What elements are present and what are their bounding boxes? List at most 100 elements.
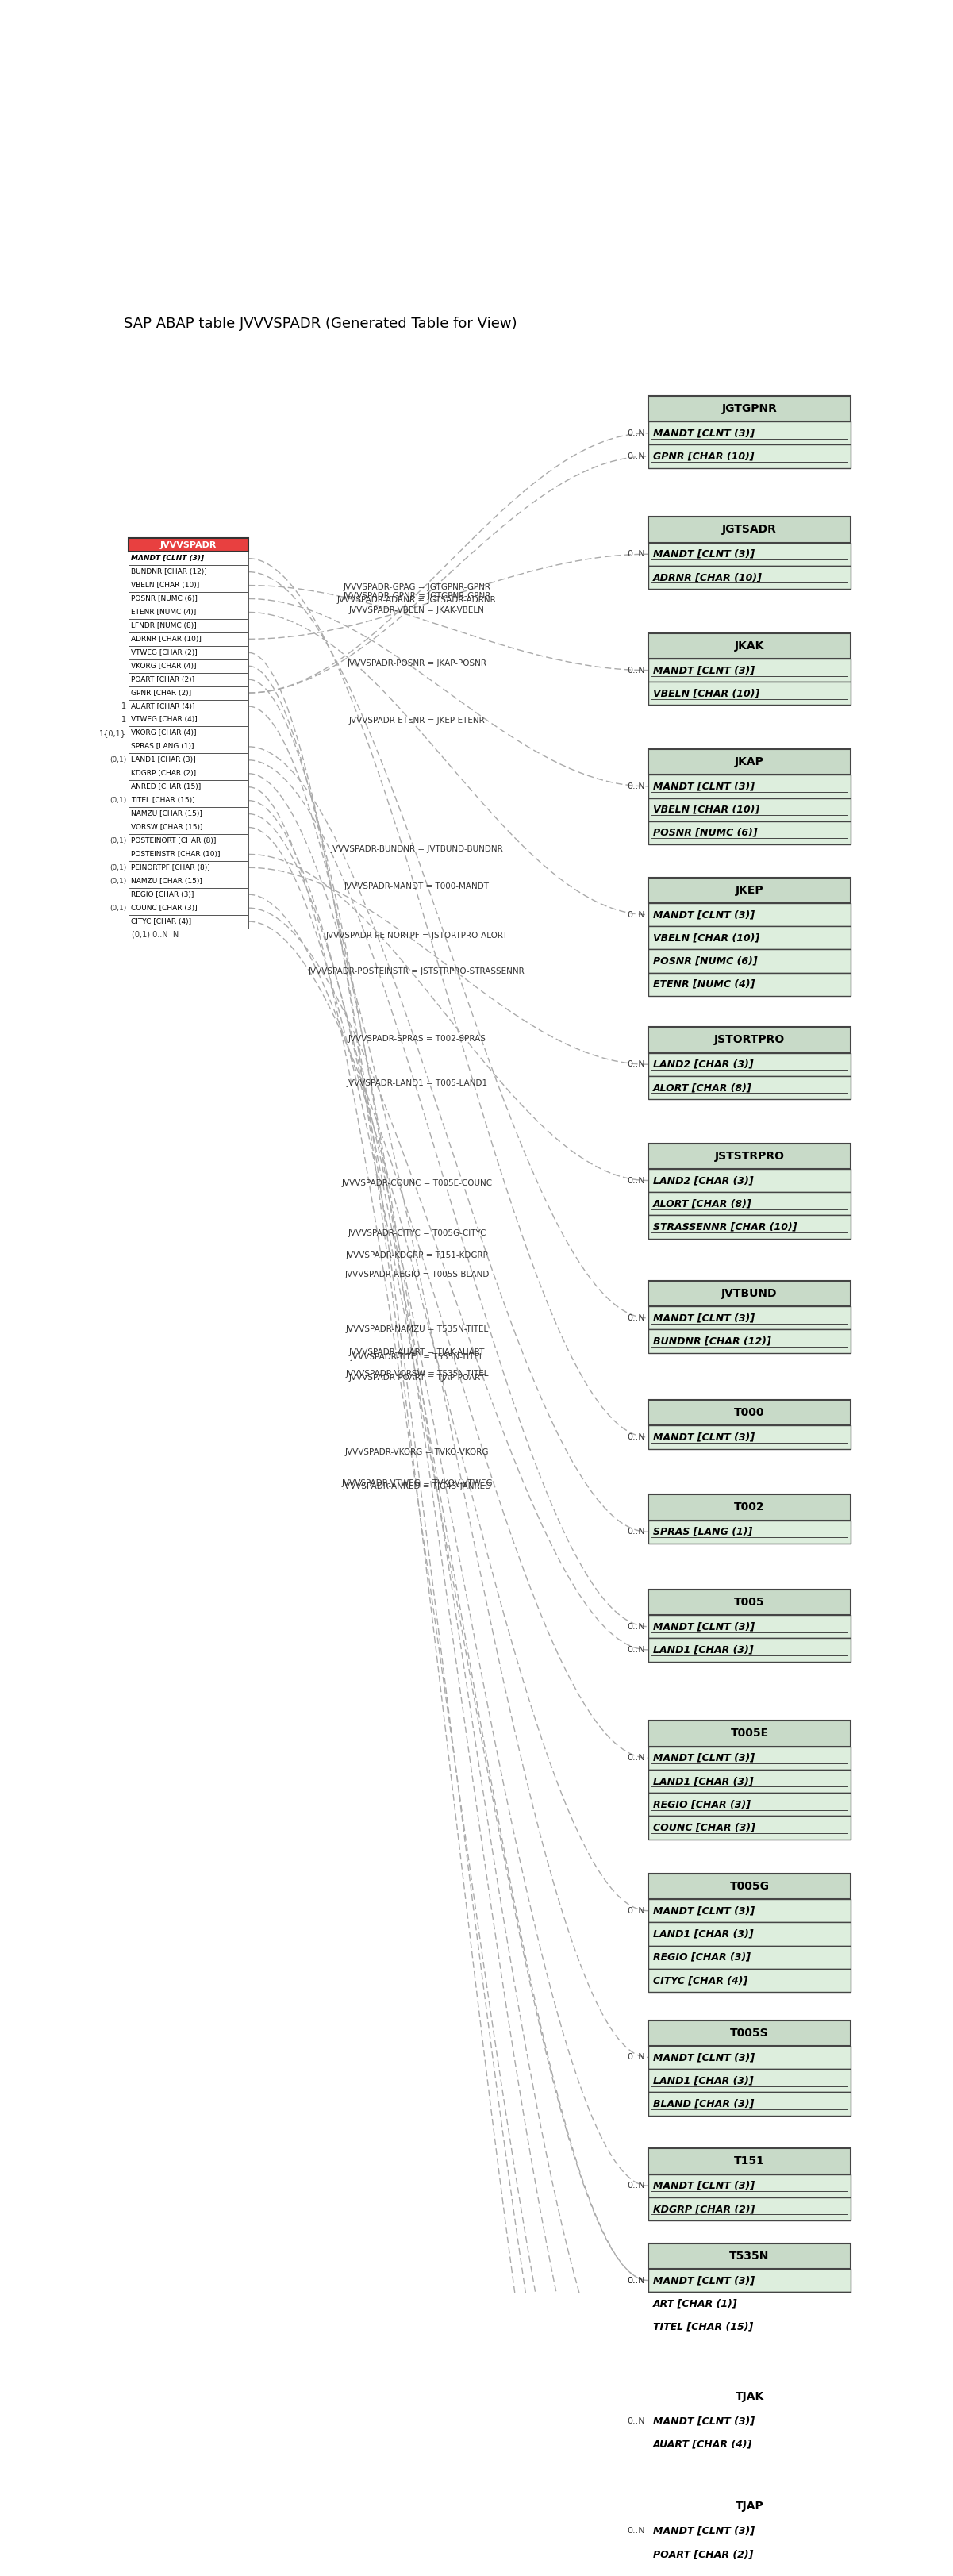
Text: LAND1 [CHAR (3)]: LAND1 [CHAR (3)] xyxy=(653,1775,754,1785)
Bar xyxy=(648,397,851,422)
Bar xyxy=(648,1399,851,1425)
Bar xyxy=(648,2244,851,2269)
Text: JVVVSPADR-MANDT = T000-MANDT: JVVVSPADR-MANDT = T000-MANDT xyxy=(344,881,490,891)
Bar xyxy=(648,1329,851,1352)
Bar xyxy=(648,1899,851,1922)
Bar xyxy=(648,1922,851,1945)
Text: ALORT [CHAR (8)]: ALORT [CHAR (8)] xyxy=(653,1082,752,1092)
Text: 0..N: 0..N xyxy=(627,667,645,675)
Text: COUNC [CHAR (3)]: COUNC [CHAR (3)] xyxy=(131,904,197,912)
Text: TITEL [CHAR (15)]: TITEL [CHAR (15)] xyxy=(131,796,194,804)
Text: 0..N: 0..N xyxy=(627,1314,645,1321)
Bar xyxy=(648,822,851,845)
Bar xyxy=(648,1721,851,1747)
Bar xyxy=(129,768,249,781)
Text: VKORG [CHAR (4)]: VKORG [CHAR (4)] xyxy=(131,662,196,670)
Text: ADRNR [CHAR (10)]: ADRNR [CHAR (10)] xyxy=(653,572,762,582)
Text: NAMZU [CHAR (15)]: NAMZU [CHAR (15)] xyxy=(131,878,202,884)
Text: JSTSTRPRO: JSTSTRPRO xyxy=(715,1151,784,1162)
Text: POSTEINSTR [CHAR (10)]: POSTEINSTR [CHAR (10)] xyxy=(131,850,220,858)
Text: LAND1 [CHAR (3)]: LAND1 [CHAR (3)] xyxy=(653,1929,754,1940)
Text: 0..N: 0..N xyxy=(627,1623,645,1631)
Bar xyxy=(129,781,249,793)
Text: 0..N: 0..N xyxy=(627,453,645,461)
Bar xyxy=(648,2409,851,2432)
Bar xyxy=(648,2383,851,2409)
Text: JSTORTPRO: JSTORTPRO xyxy=(714,1036,785,1046)
Text: MANDT [CLNT (3)]: MANDT [CLNT (3)] xyxy=(653,428,755,438)
Text: JVVVSPADR-BUNDNR = JVTBUND-BUNDNR: JVVVSPADR-BUNDNR = JVTBUND-BUNDNR xyxy=(331,845,503,853)
Text: JVVVSPADR-LAND1 = T005-LAND1: JVVVSPADR-LAND1 = T005-LAND1 xyxy=(346,1079,488,1087)
Text: MANDT [CLNT (3)]: MANDT [CLNT (3)] xyxy=(131,554,204,562)
Text: JVVVSPADR: JVVVSPADR xyxy=(160,541,216,549)
Text: AUART [CHAR (4)]: AUART [CHAR (4)] xyxy=(653,2439,753,2450)
Text: POSNR [NUMC (6)]: POSNR [NUMC (6)] xyxy=(131,595,197,603)
Text: MANDT [CLNT (3)]: MANDT [CLNT (3)] xyxy=(653,665,755,675)
Bar xyxy=(129,806,249,822)
Bar xyxy=(648,567,851,590)
Text: POSNR [NUMC (6)]: POSNR [NUMC (6)] xyxy=(653,827,758,837)
Bar xyxy=(648,422,851,446)
Text: ANRED [CHAR (15)]: ANRED [CHAR (15)] xyxy=(131,783,201,791)
Text: LAND2 [CHAR (3)]: LAND2 [CHAR (3)] xyxy=(653,1059,754,1069)
Bar xyxy=(648,904,851,927)
Bar xyxy=(648,1170,851,1193)
Bar xyxy=(129,659,249,672)
Text: JVVVSPADR-POSNR = JKAP-POSNR: JVVVSPADR-POSNR = JKAP-POSNR xyxy=(347,659,487,667)
Text: COUNC [CHAR (3)]: COUNC [CHAR (3)] xyxy=(653,1821,755,1832)
Text: POSNR [NUMC (6)]: POSNR [NUMC (6)] xyxy=(653,956,758,966)
Text: JVVVSPADR-TITEL = T535N-TITEL: JVVVSPADR-TITEL = T535N-TITEL xyxy=(350,1352,484,1360)
Bar xyxy=(129,551,249,564)
Text: REGIO [CHAR (3)]: REGIO [CHAR (3)] xyxy=(653,1798,751,1808)
Text: ETENR [NUMC (4)]: ETENR [NUMC (4)] xyxy=(653,979,755,989)
Text: TITEL [CHAR (15)]: TITEL [CHAR (15)] xyxy=(653,2321,753,2331)
Text: (0,1): (0,1) xyxy=(110,837,127,845)
Text: MANDT [CLNT (3)]: MANDT [CLNT (3)] xyxy=(653,2053,755,2063)
Text: T151: T151 xyxy=(734,2156,765,2166)
Bar xyxy=(648,1054,851,1077)
Bar xyxy=(648,2432,851,2455)
Text: JVVVSPADR-AUART = TJAK-AUART: JVVVSPADR-AUART = TJAK-AUART xyxy=(349,1350,485,1358)
Text: JVVVSPADR-REGIO = T005S-BLAND: JVVVSPADR-REGIO = T005S-BLAND xyxy=(345,1270,489,1278)
Bar xyxy=(648,2316,851,2339)
Bar xyxy=(648,2174,851,2197)
Text: 0..N: 0..N xyxy=(627,551,645,559)
Text: ETENR [NUMC (4)]: ETENR [NUMC (4)] xyxy=(131,608,196,616)
Text: JVVVSPADR-PEINORTPF = JSTORTPRO-ALORT: JVVVSPADR-PEINORTPF = JSTORTPRO-ALORT xyxy=(326,933,508,940)
Bar xyxy=(648,2148,851,2174)
Text: CITYC [CHAR (4)]: CITYC [CHAR (4)] xyxy=(653,1976,747,1986)
Text: LFNDR [NUMC (8)]: LFNDR [NUMC (8)] xyxy=(131,621,196,629)
Text: MANDT [CLNT (3)]: MANDT [CLNT (3)] xyxy=(653,1752,755,1762)
Text: JVVVSPADR-CITYC = T005G-CITYC: JVVVSPADR-CITYC = T005G-CITYC xyxy=(348,1229,486,1236)
Text: (0,1): (0,1) xyxy=(110,878,127,884)
Text: MANDT [CLNT (3)]: MANDT [CLNT (3)] xyxy=(653,1906,755,1917)
Bar xyxy=(129,860,249,873)
Bar xyxy=(648,1816,851,1839)
Text: LAND2 [CHAR (3)]: LAND2 [CHAR (3)] xyxy=(653,1175,754,1185)
Text: REGIO [CHAR (3)]: REGIO [CHAR (3)] xyxy=(131,891,193,899)
Text: BUNDNR [CHAR (12)]: BUNDNR [CHAR (12)] xyxy=(653,1337,771,1347)
Text: VBELN [CHAR (10)]: VBELN [CHAR (10)] xyxy=(653,804,760,814)
Text: T005S: T005S xyxy=(730,2027,769,2038)
Text: 1{0,1}: 1{0,1} xyxy=(99,729,127,737)
Text: KDGRP [CHAR (2)]: KDGRP [CHAR (2)] xyxy=(653,2202,755,2215)
Bar xyxy=(648,683,851,706)
Text: BLAND [CHAR (3)]: BLAND [CHAR (3)] xyxy=(653,2099,754,2110)
Text: 0..N: 0..N xyxy=(627,783,645,791)
Text: (0,1) 0..N  N: (0,1) 0..N N xyxy=(132,930,178,938)
Text: LAND1 [CHAR (3)]: LAND1 [CHAR (3)] xyxy=(653,2076,754,2087)
Text: SPRAS [LANG (1)]: SPRAS [LANG (1)] xyxy=(653,1528,752,1538)
Text: MANDT [CLNT (3)]: MANDT [CLNT (3)] xyxy=(653,1620,755,1631)
Text: JVVVSPADR-VBELN = JKAK-VBELN: JVVVSPADR-VBELN = JKAK-VBELN xyxy=(349,608,485,616)
Text: MANDT [CLNT (3)]: MANDT [CLNT (3)] xyxy=(653,549,755,559)
Bar xyxy=(129,592,249,605)
Text: 0..N: 0..N xyxy=(627,1432,645,1440)
Bar xyxy=(648,2197,851,2221)
Bar xyxy=(648,1793,851,1816)
Text: ART [CHAR (1)]: ART [CHAR (1)] xyxy=(653,2298,738,2308)
Bar xyxy=(648,951,851,974)
Bar xyxy=(129,848,249,860)
Bar xyxy=(648,2020,851,2045)
Text: JVVVSPADR-SPRAS = T002-SPRAS: JVVVSPADR-SPRAS = T002-SPRAS xyxy=(348,1036,486,1043)
Bar xyxy=(648,878,851,904)
